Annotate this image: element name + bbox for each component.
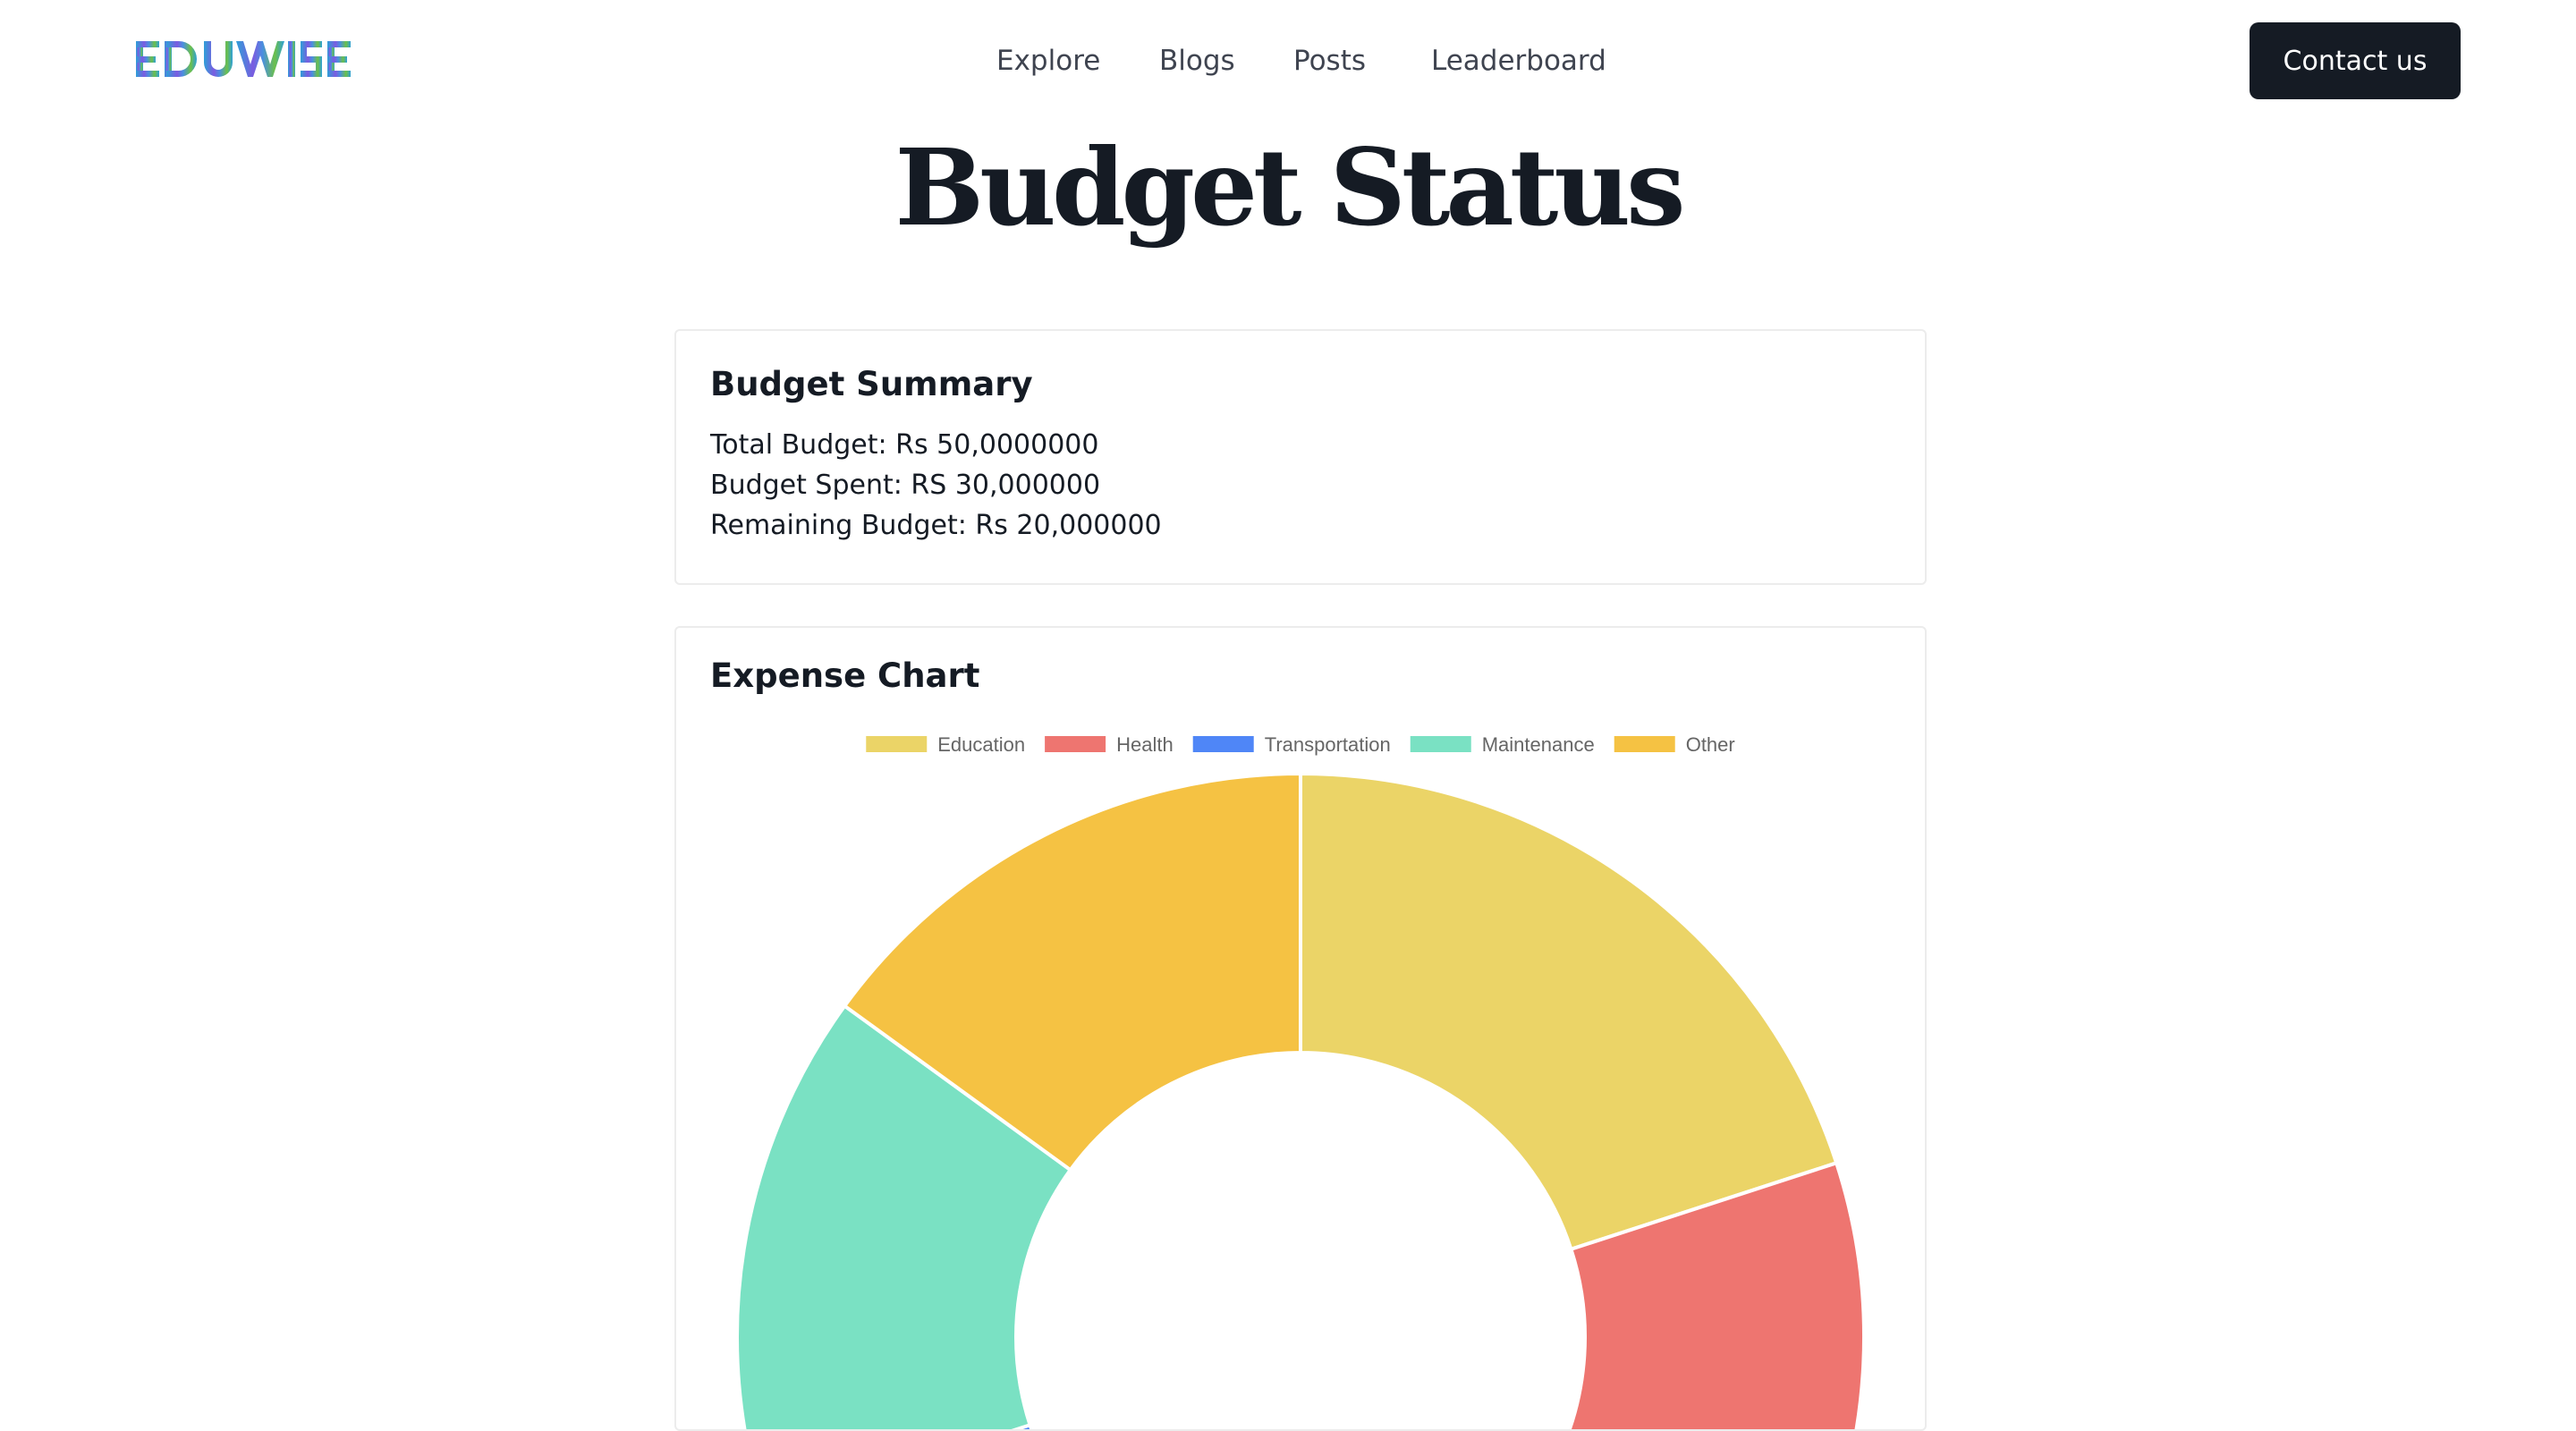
- nav-link-explore[interactable]: Explore: [996, 45, 1101, 77]
- eduwise-logo[interactable]: [136, 36, 360, 82]
- budget-summary-title: Budget Summary: [710, 365, 1033, 403]
- expense-chart-card: Expense Chart Education Health Transportat…: [674, 626, 1927, 1431]
- legend-label-health: Health: [1116, 733, 1174, 756]
- legend-swatch-transportation: [1192, 736, 1254, 752]
- legend-item-other[interactable]: Other: [1614, 733, 1735, 756]
- expense-doughnut-chart: Education Health Transportation Maintenance…: [735, 733, 1866, 1429]
- legend-label-education: Education: [937, 733, 1025, 756]
- nav-link-leaderboard[interactable]: Leaderboard: [1431, 45, 1606, 77]
- legend-label-transportation: Transportation: [1265, 733, 1391, 756]
- remaining-budget-text: Remaining Budget: Rs 20,000000: [710, 510, 1162, 541]
- page-title: Budget Status: [894, 125, 1685, 250]
- contact-us-button[interactable]: Contact us: [2250, 22, 2461, 99]
- total-budget-text: Total Budget: Rs 50,0000000: [710, 429, 1099, 461]
- slice-education[interactable]: [1299, 771, 1839, 1252]
- navbar: Explore Blogs Posts Leaderboard Contact …: [0, 0, 2576, 116]
- legend-swatch-maintenance: [1410, 736, 1471, 752]
- slice-other[interactable]: [842, 771, 1302, 1173]
- nav-links: Explore Blogs Posts Leaderboard: [0, 39, 2576, 82]
- legend-item-maintenance[interactable]: Maintenance: [1410, 733, 1595, 756]
- legend-label-other: Other: [1686, 733, 1735, 756]
- budget-spent-text: Budget Spent: RS 30,000000: [710, 470, 1101, 501]
- nav-link-blogs[interactable]: Blogs: [1159, 45, 1235, 77]
- legend-swatch-health: [1045, 736, 1106, 752]
- slice-maintenance[interactable]: [735, 1003, 1073, 1429]
- legend-label-maintenance: Maintenance: [1482, 733, 1595, 756]
- legend-swatch-education: [866, 736, 928, 752]
- expense-chart-title: Expense Chart: [710, 656, 980, 695]
- legend-item-education[interactable]: Education: [866, 733, 1025, 756]
- legend-item-transportation[interactable]: Transportation: [1192, 733, 1391, 756]
- budget-summary-card: Budget Summary Total Budget: Rs 50,00000…: [674, 329, 1927, 585]
- nav-link-posts[interactable]: Posts: [1293, 45, 1367, 77]
- legend-item-health[interactable]: Health: [1045, 733, 1174, 756]
- legend-swatch-other: [1614, 736, 1675, 752]
